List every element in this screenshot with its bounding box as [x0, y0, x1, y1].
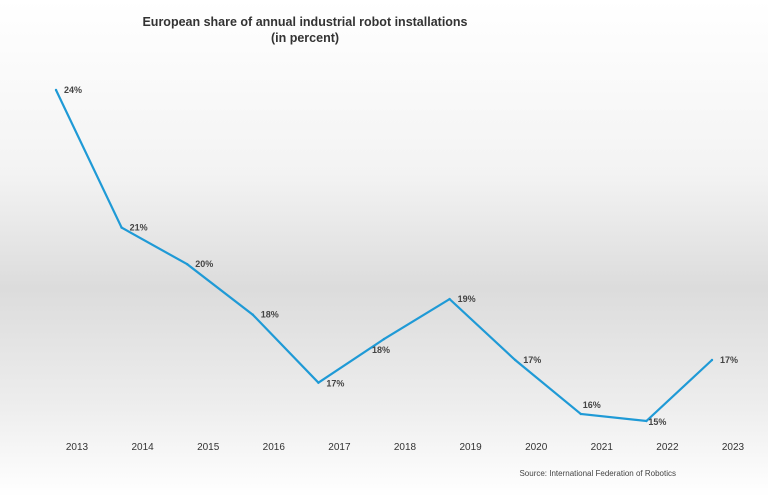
- data-label-2014: 21%: [130, 223, 148, 233]
- x-tick-label-2020: 2020: [525, 442, 548, 453]
- data-point-2019: [448, 297, 451, 301]
- chart-title: European share of annual industrial robo…: [140, 14, 470, 46]
- chart-title-line1: European share of annual industrial robo…: [142, 15, 468, 29]
- data-label-2016: 18%: [261, 310, 279, 320]
- series-line: [55, 89, 713, 423]
- x-tick-label-2018: 2018: [394, 442, 417, 453]
- data-label-2017: 17%: [326, 379, 344, 389]
- chart-subtitle: (in percent): [270, 31, 340, 45]
- data-point-2013: [54, 88, 58, 92]
- data-label-2023: 17%: [720, 355, 738, 365]
- data-label-2018: 18%: [372, 345, 390, 355]
- data-point-2016: [251, 313, 254, 316]
- x-tick-label-2017: 2017: [328, 442, 351, 453]
- data-point-2014: [120, 226, 123, 229]
- data-label-2019: 19%: [458, 294, 476, 304]
- data-point-2023: [710, 358, 714, 362]
- x-tick-label-2015: 2015: [197, 442, 220, 453]
- x-tick-label-2014: 2014: [131, 442, 154, 453]
- data-point-2021: [579, 412, 582, 416]
- data-label-2020: 17%: [523, 355, 541, 365]
- x-tick-label-2021: 2021: [591, 442, 614, 453]
- x-tick-label-2013: 2013: [66, 442, 89, 453]
- source-note: Source: International Federation of Robo…: [519, 469, 676, 478]
- data-point-2017: [317, 381, 320, 384]
- x-tick-label-2016: 2016: [263, 442, 286, 453]
- data-label-2015: 20%: [195, 259, 213, 269]
- data-point-2018: [382, 337, 386, 341]
- x-tick-label-2019: 2019: [459, 442, 482, 453]
- x-tick-label-2023: 2023: [722, 442, 745, 453]
- data-point-2015: [186, 263, 189, 266]
- data-point-2020: [514, 358, 517, 362]
- x-tick-label-2022: 2022: [656, 442, 679, 453]
- data-label-2021: 16%: [583, 400, 601, 410]
- data-label-2022: 15%: [648, 417, 666, 427]
- data-point-2022: [645, 419, 648, 423]
- data-label-2013: 24%: [64, 85, 82, 95]
